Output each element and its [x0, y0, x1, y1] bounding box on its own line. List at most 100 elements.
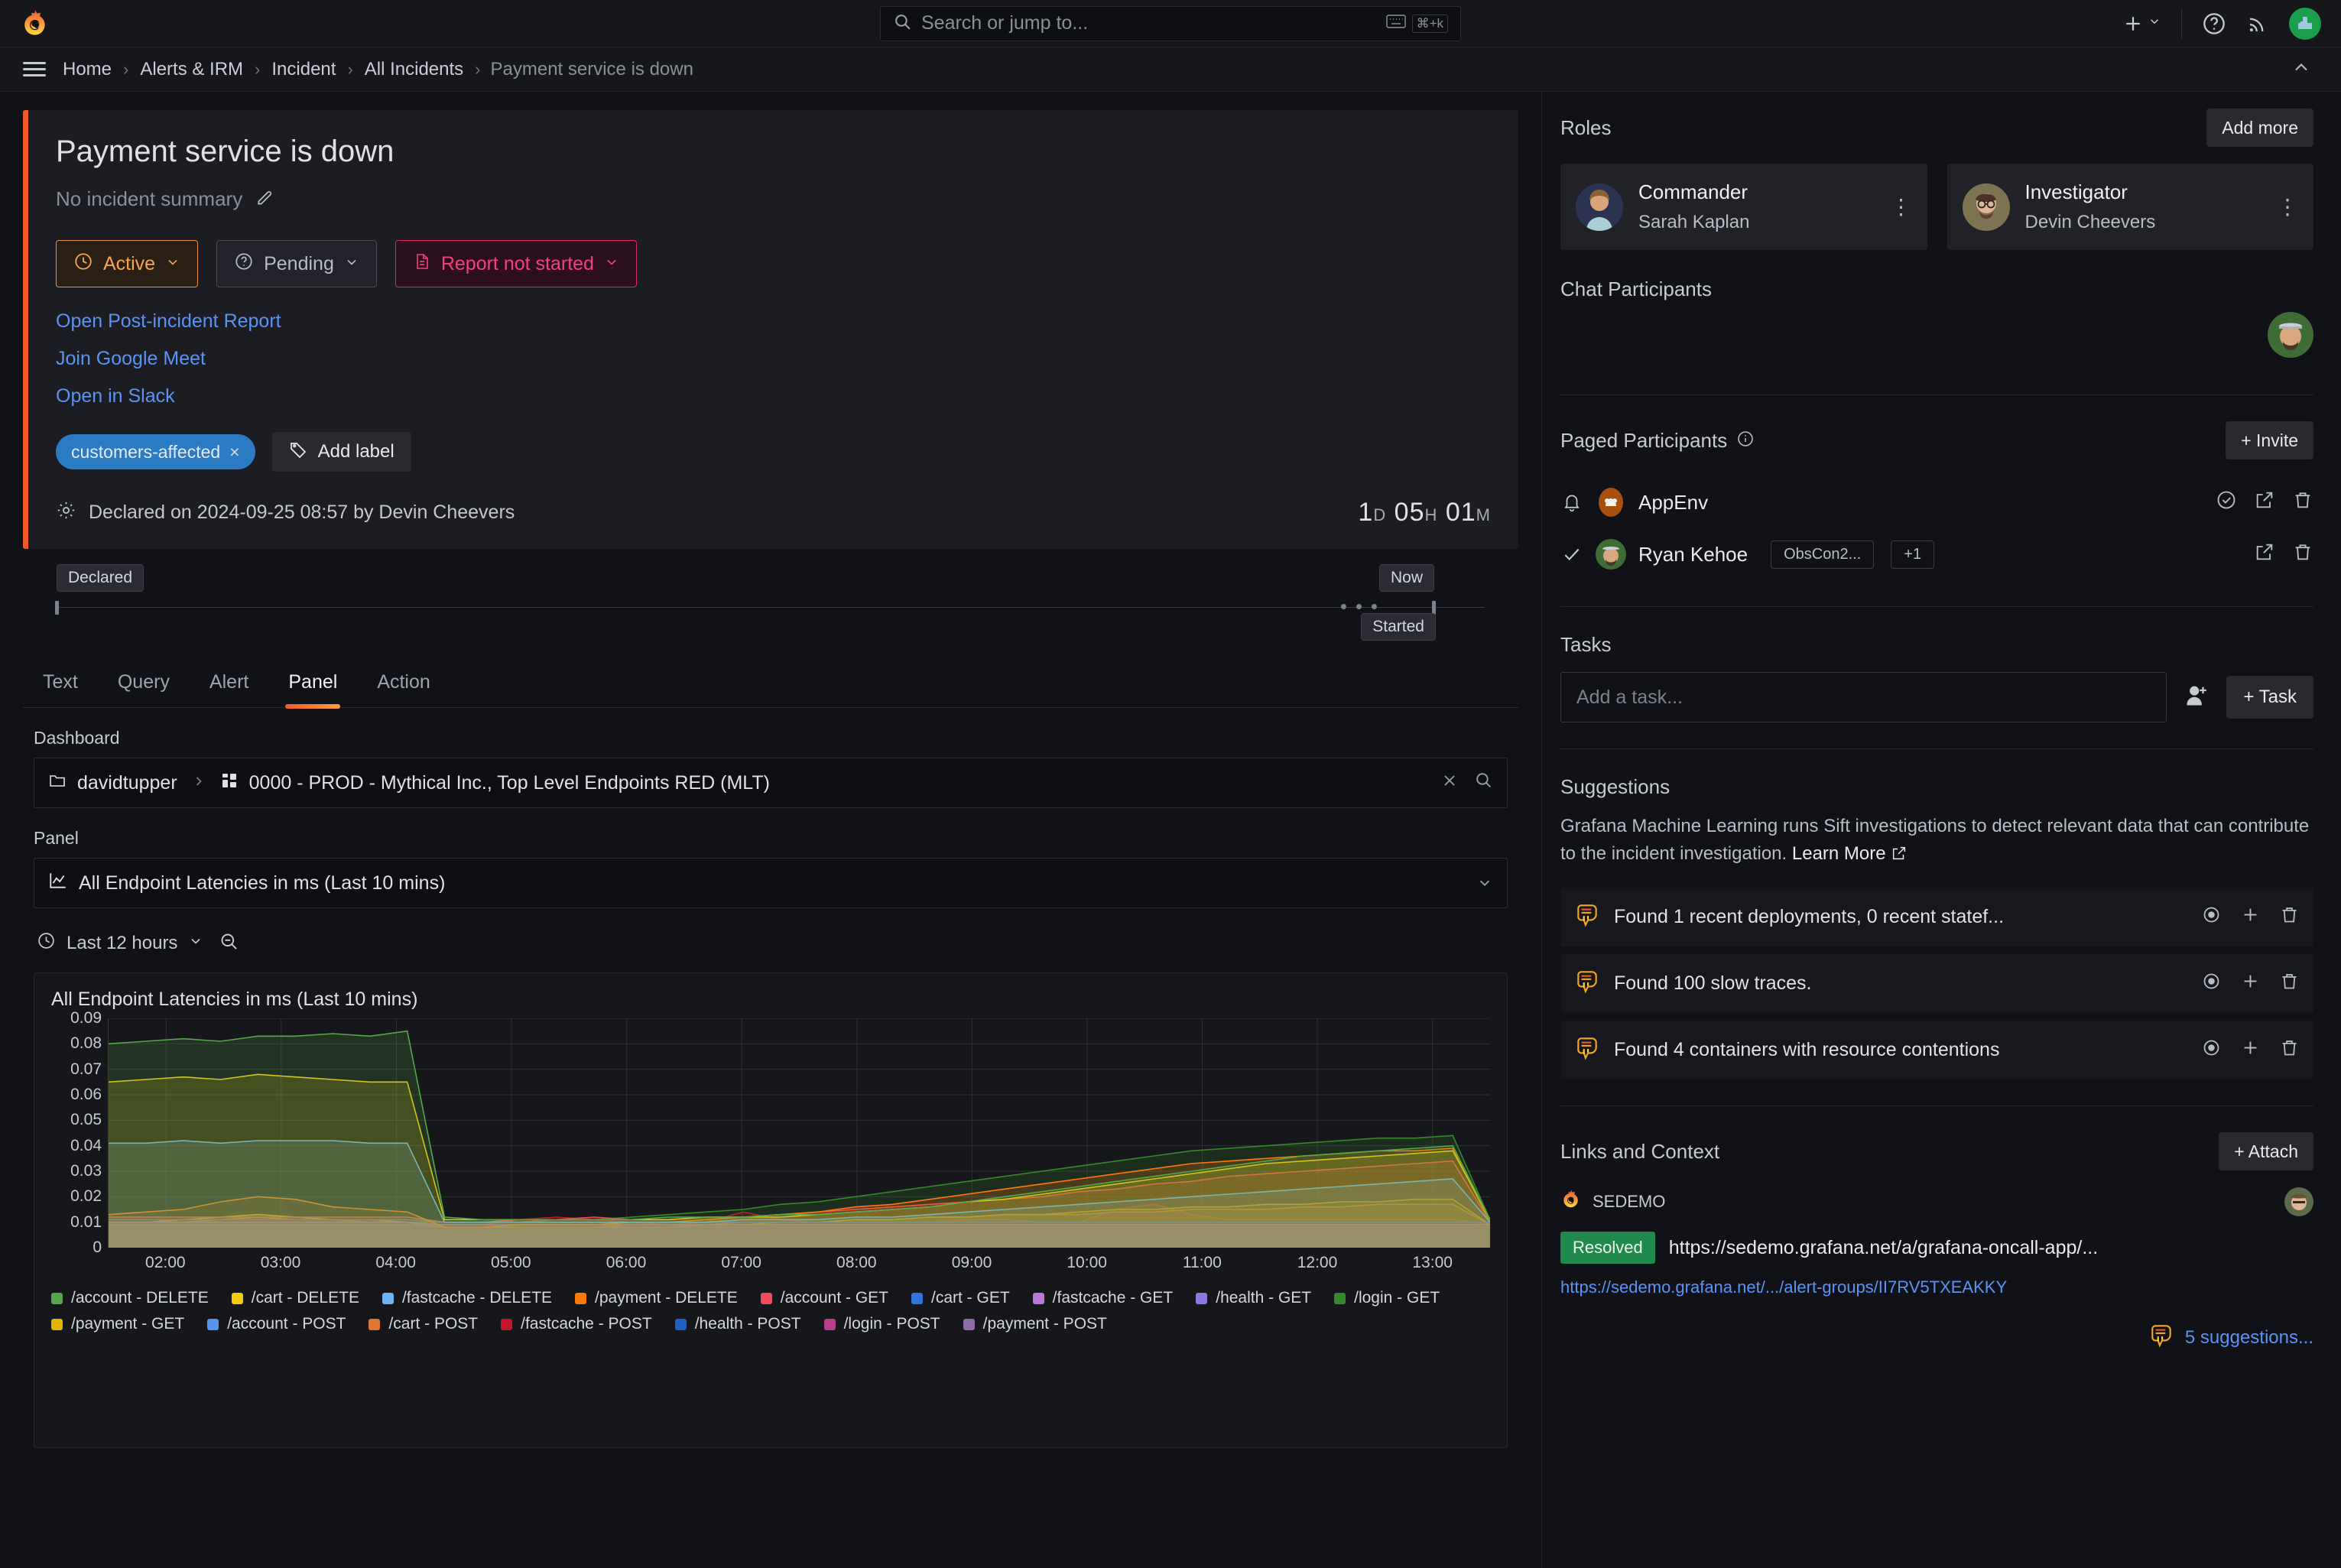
participant-tag[interactable]: ObsCon2...: [1771, 540, 1875, 569]
participant-row-appenv[interactable]: AppEnv: [1560, 476, 2313, 528]
chart-canvas[interactable]: [108, 1018, 1490, 1248]
delete-icon[interactable]: [2292, 541, 2313, 568]
legend-item[interactable]: /account - POST: [207, 1315, 346, 1333]
timeline-chip-started[interactable]: Started: [1361, 613, 1436, 641]
tab-text[interactable]: Text: [43, 671, 78, 693]
suggestions-footer[interactable]: 5 suggestions...: [1560, 1322, 2313, 1353]
learn-more-link[interactable]: Learn More: [1791, 843, 1886, 864]
tab-action[interactable]: Action: [377, 671, 430, 693]
legend-item[interactable]: /health - POST: [674, 1315, 801, 1333]
delete-icon[interactable]: [2292, 489, 2313, 516]
incident-timeline[interactable]: Declared Now Started: [23, 563, 1518, 648]
legend-item[interactable]: /fastcache - GET: [1032, 1289, 1173, 1307]
attach-link-button[interactable]: + Attach: [2219, 1132, 2313, 1170]
link-open-in-slack[interactable]: Open in Slack: [56, 385, 175, 407]
add-more-roles-button[interactable]: Add more: [2206, 109, 2313, 147]
legend-item[interactable]: /cart - DELETE: [231, 1289, 359, 1307]
add-icon[interactable]: [2240, 1037, 2261, 1063]
chevron-up-icon[interactable]: [2291, 57, 2318, 82]
legend-item[interactable]: /cart - GET: [911, 1289, 1010, 1307]
edit-summary-icon[interactable]: [255, 187, 274, 211]
role-menu-icon[interactable]: ⋮: [2277, 194, 2298, 219]
timeline-chip-declared[interactable]: Declared: [57, 564, 144, 592]
panel-select-chevron[interactable]: [1476, 875, 1493, 891]
breadcrumb-item-home[interactable]: Home: [63, 58, 112, 80]
role-card-commander[interactable]: Commander Sarah Kaplan ⋮: [1560, 164, 1927, 250]
zoom-out-icon[interactable]: [219, 931, 239, 956]
duration-days: 1: [1358, 498, 1374, 527]
legend-item[interactable]: /fastcache - POST: [501, 1315, 652, 1333]
view-icon[interactable]: [2201, 904, 2222, 930]
panel-select[interactable]: All Endpoint Latencies in ms (Last 10 mi…: [34, 858, 1508, 908]
tab-panel[interactable]: Panel: [268, 659, 357, 709]
label-chip-customers-affected[interactable]: customers-affected ×: [56, 434, 255, 469]
user-avatar[interactable]: [2289, 7, 2321, 40]
avatar[interactable]: [2268, 312, 2313, 358]
delete-icon[interactable]: [2279, 1037, 2300, 1063]
add-label-button[interactable]: Add label: [271, 432, 411, 472]
delete-icon[interactable]: [2279, 971, 2300, 997]
timeline-chip-now[interactable]: Now: [1378, 564, 1434, 592]
menu-toggle-icon[interactable]: [23, 62, 46, 76]
search-icon[interactable]: [1474, 771, 1493, 795]
news-rss-icon[interactable]: [2246, 12, 2269, 35]
tab-alert[interactable]: Alert: [209, 671, 249, 693]
add-task-input[interactable]: [1560, 672, 2167, 722]
legend-item[interactable]: /account - DELETE: [51, 1289, 209, 1307]
close-icon[interactable]: ×: [229, 441, 240, 462]
invite-participant-button[interactable]: + Invite: [2226, 421, 2313, 459]
open-external-icon[interactable]: [1891, 843, 1908, 864]
suggestion-text: Found 4 containers with resource content…: [1614, 1039, 2000, 1060]
global-search-bar[interactable]: Search or jump to... ⌘+k: [880, 5, 1461, 41]
participant-row-ryan-kehoe[interactable]: Ryan Kehoe ObsCon2... +1: [1560, 528, 2313, 580]
suggestion-item[interactable]: Found 4 containers with resource content…: [1560, 1021, 2313, 1079]
dashboard-select[interactable]: davidtupper 0000 - PROD - Mythical Inc.,…: [34, 758, 1508, 808]
grafana-logo-icon[interactable]: [20, 8, 50, 39]
link-sub-url[interactable]: https://sedemo.grafana.net/.../alert-gro…: [1560, 1277, 2008, 1297]
link-post-incident-report[interactable]: Open Post-incident Report: [56, 310, 281, 332]
breadcrumb-item-incident[interactable]: Incident: [271, 58, 336, 80]
legend-item[interactable]: /payment - POST: [963, 1315, 1107, 1333]
help-circle-icon[interactable]: [2202, 11, 2226, 36]
time-range-picker[interactable]: Last 12 hours: [37, 931, 203, 956]
legend-item[interactable]: /health - GET: [1196, 1289, 1311, 1307]
assign-user-icon[interactable]: [2184, 683, 2210, 713]
role-card-investigator[interactable]: Investigator Devin Cheevers ⋮: [1947, 164, 2313, 250]
legend-item[interactable]: /login - GET: [1334, 1289, 1440, 1307]
add-icon[interactable]: [2240, 904, 2261, 930]
view-icon[interactable]: [2201, 1037, 2222, 1063]
acknowledge-icon[interactable]: [2216, 489, 2237, 516]
status-pending-button[interactable]: Pending: [216, 240, 377, 287]
add-task-button[interactable]: + Task: [2226, 676, 2313, 719]
chart-series-area: [109, 1148, 1490, 1248]
breadcrumb-item-all-incidents[interactable]: All Incidents: [364, 58, 464, 80]
clear-selection-icon[interactable]: [1440, 771, 1459, 795]
suggestion-item[interactable]: Found 100 slow traces.: [1560, 954, 2313, 1013]
suggestion-item[interactable]: Found 1 recent deployments, 0 recent sta…: [1560, 888, 2313, 946]
info-icon[interactable]: [1736, 430, 1755, 452]
participant-extra-count[interactable]: +1: [1891, 540, 1935, 569]
add-icon[interactable]: [2240, 971, 2261, 997]
legend-item[interactable]: /payment - DELETE: [575, 1289, 738, 1307]
legend-item[interactable]: /cart - POST: [369, 1315, 478, 1333]
view-icon[interactable]: [2201, 971, 2222, 997]
add-new-button[interactable]: [2122, 12, 2161, 35]
open-external-icon[interactable]: [2254, 489, 2275, 516]
legend-item[interactable]: /account - GET: [760, 1289, 888, 1307]
legend-item[interactable]: /login - POST: [823, 1315, 940, 1333]
open-external-icon[interactable]: [2254, 541, 2275, 568]
breadcrumb-item-alerts-irm[interactable]: Alerts & IRM: [140, 58, 244, 80]
delete-icon[interactable]: [2279, 904, 2300, 930]
chart-plot-area[interactable]: 0 0.01 0.02 0.03 0.04 0.05 0.06 0.07 0.08 0.09: [51, 1009, 1490, 1256]
tab-query[interactable]: Query: [117, 671, 170, 693]
legend-item[interactable]: /payment - GET: [51, 1315, 184, 1333]
legend-item[interactable]: /fastcache - DELETE: [382, 1289, 552, 1307]
status-report-button[interactable]: Report not started: [394, 240, 637, 287]
chart-title: All Endpoint Latencies in ms (Last 10 mi…: [51, 989, 418, 1010]
link-main-row[interactable]: Resolved https://sedemo.grafana.net/a/gr…: [1560, 1232, 2313, 1264]
status-severity-button[interactable]: Active: [56, 240, 199, 287]
role-menu-icon[interactable]: ⋮: [1890, 194, 1912, 219]
suggestions-count-link[interactable]: 5 suggestions...: [2184, 1326, 2313, 1348]
link-join-google-meet[interactable]: Join Google Meet: [56, 348, 206, 369]
link-url-text[interactable]: https://sedemo.grafana.net/a/grafana-onc…: [1668, 1236, 2099, 1258]
